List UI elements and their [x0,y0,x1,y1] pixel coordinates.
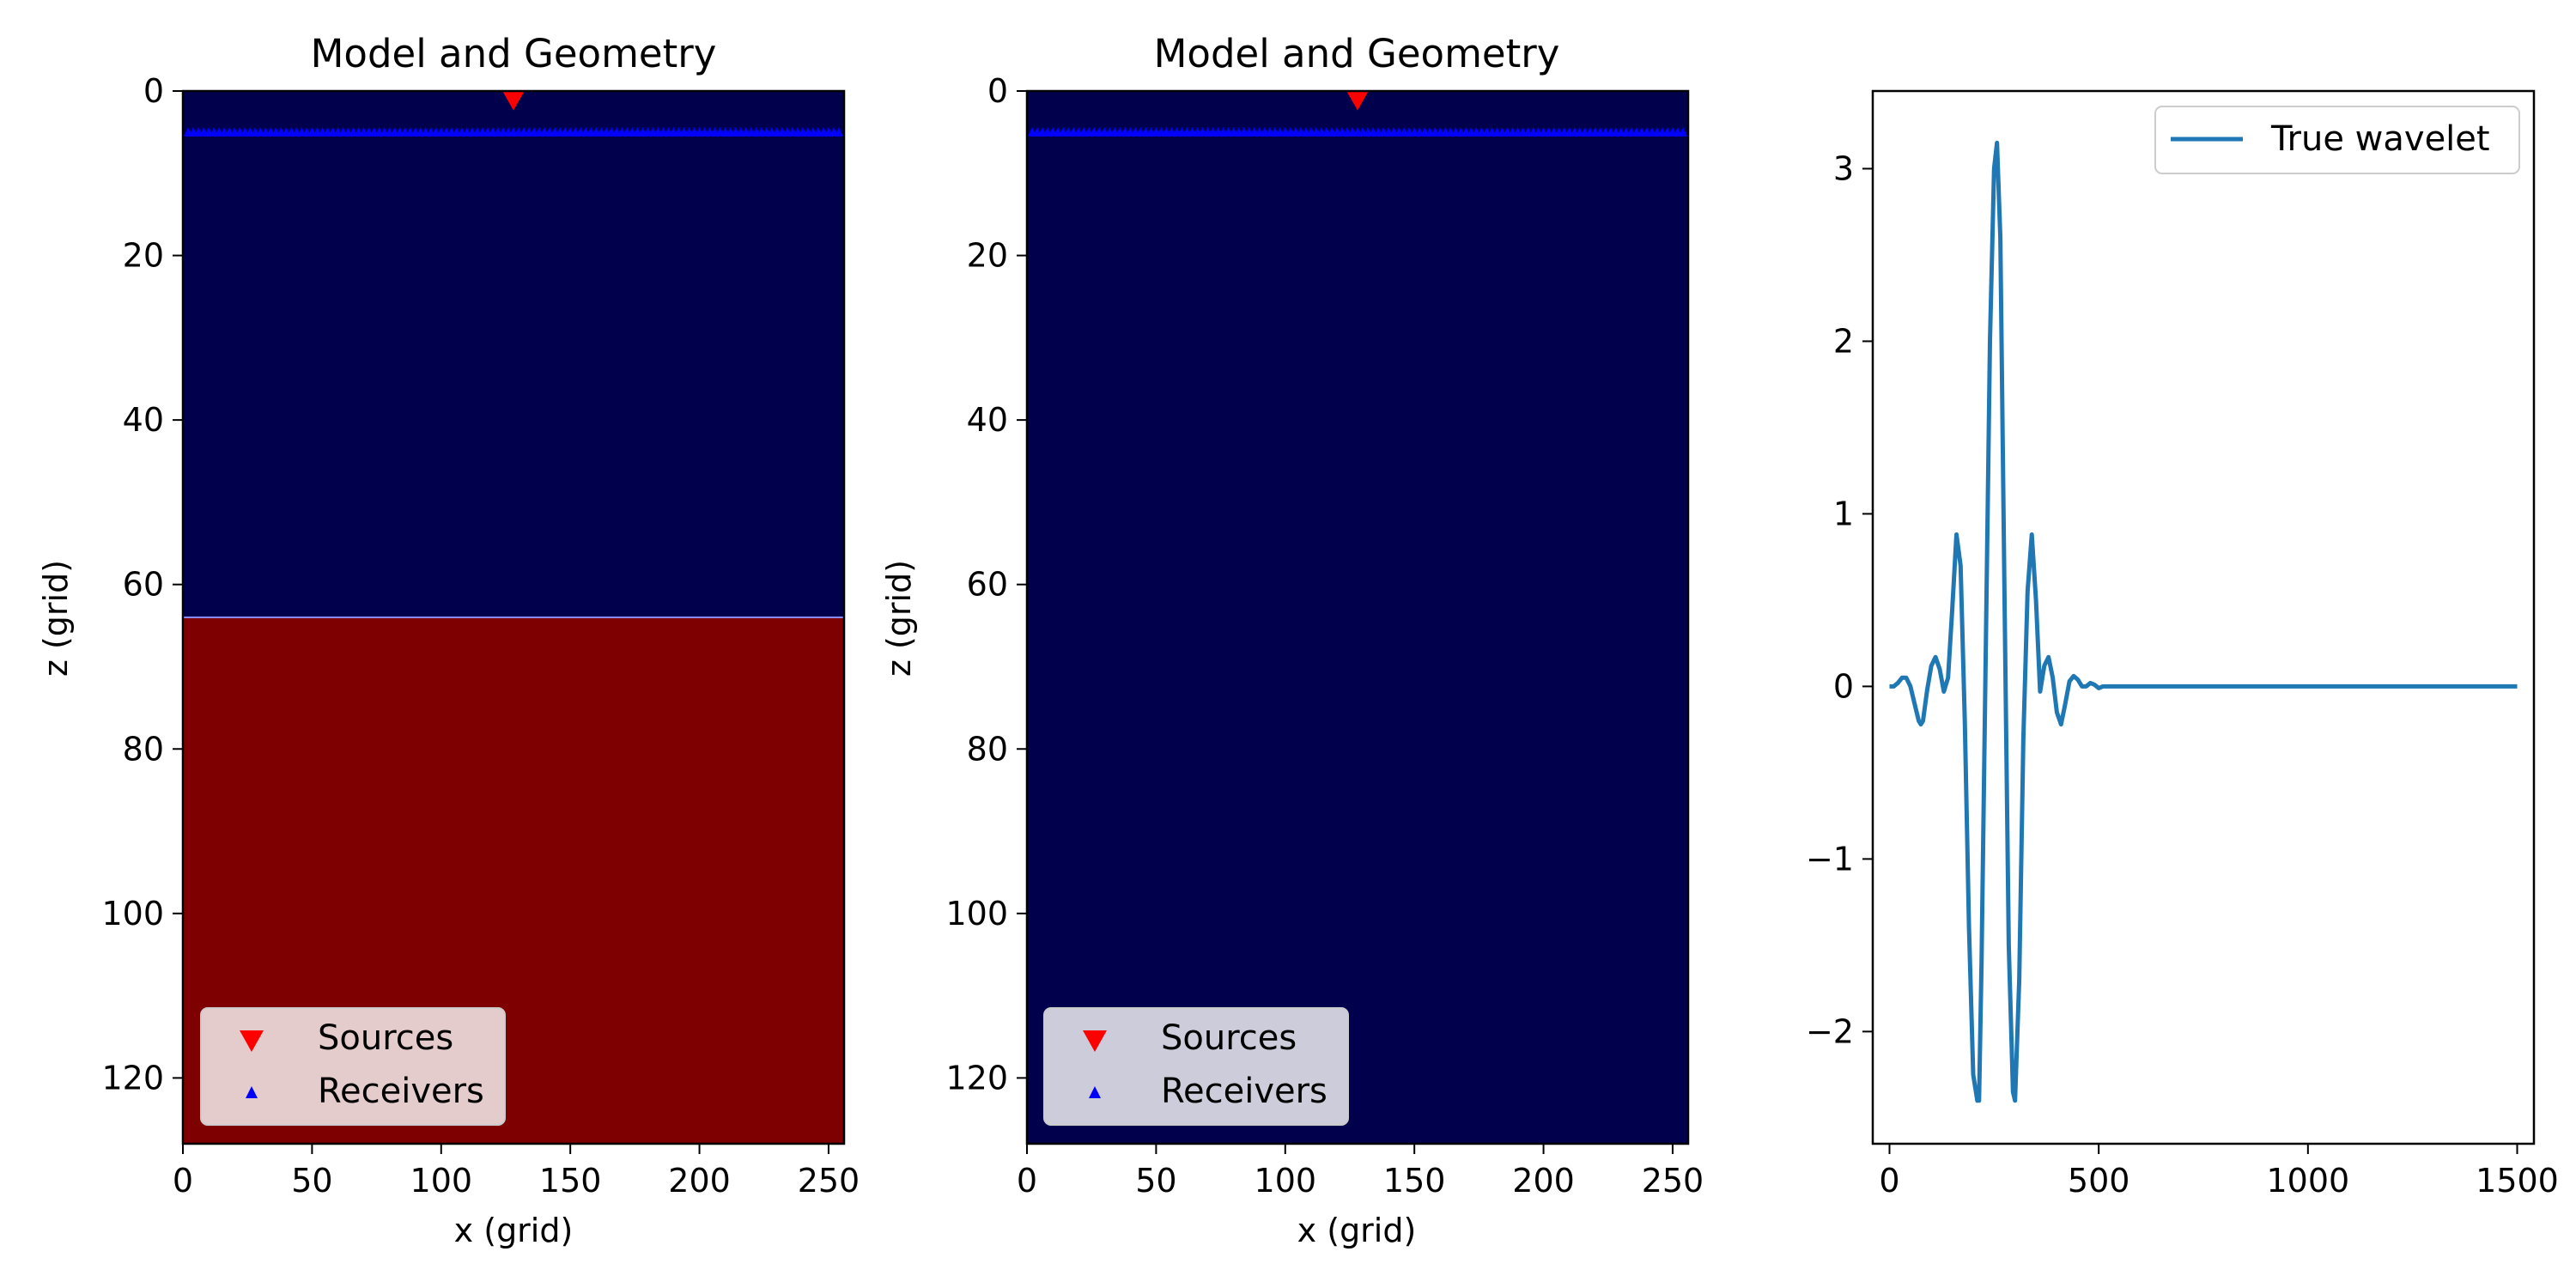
panel-2-legend: Sources Receivers [1043,1007,1349,1126]
x-tick-label: 250 [798,1162,860,1200]
panel-1-title: Model and Geometry [311,31,717,76]
legend-receivers-marker [246,1086,258,1098]
legend-sources-marker [240,1030,264,1052]
y-tick-label: 0 [143,72,164,110]
y-tick-label: 2 [1833,322,1854,360]
x-tick-label: 200 [668,1162,731,1200]
y-tick-label: −2 [1806,1012,1854,1050]
receiver-marker [834,126,843,137]
panel-1-x-axis-label: x (grid) [454,1212,574,1249]
panel-2-x-ticks: 0 50 100 150 200 250 [1017,1144,1704,1200]
panel-1-legend: Sources Receivers [200,1007,506,1126]
legend-sources-label: Sources [318,1018,453,1058]
y-tick-label: 120 [945,1059,1008,1097]
x-tick-label: 0 [1017,1162,1037,1200]
x-tick-label: 500 [2068,1162,2130,1200]
model-geometry-panel-1: Model and Geometry x (grid) z (grid) 0 50… [37,31,860,1249]
wavelet-panel: 0 500 1000 1500 −2 −1 0 1 2 3 True wavelet [1806,89,2559,1200]
x-tick-label: 50 [1135,1162,1176,1200]
x-tick-label: 250 [1642,1162,1704,1200]
x-tick-label: 1000 [2266,1162,2349,1200]
legend-sources-marker [1083,1030,1107,1052]
x-tick-label: 50 [291,1162,332,1200]
y-tick-label: 80 [123,730,164,768]
x-tick-label: 150 [1383,1162,1446,1200]
panel-2-y-ticks: 0 20 40 60 80 100 120 [945,72,1027,1097]
wavelet-x-ticks: 0 500 1000 1500 [1879,1144,2559,1200]
legend-true-wavelet-label: True wavelet [2270,119,2490,159]
wavelet-y-ticks: −2 −1 0 1 2 3 [1806,149,1873,1050]
legend-receivers-label: Receivers [318,1072,484,1111]
panel-2-model-layers [1027,91,1688,1144]
panel-1-model-layers [183,91,844,1144]
y-tick-label: 0 [1833,667,1854,705]
x-tick-label: 150 [539,1162,602,1200]
x-tick-label: 100 [1255,1162,1317,1200]
x-tick-label: 1500 [2476,1162,2559,1200]
y-tick-label: 80 [967,730,1008,768]
panel-1-y-axis-label: z (grid) [37,560,75,677]
y-tick-label: 40 [967,401,1008,439]
panel-2-legend-box [1043,1007,1349,1126]
y-tick-label: 120 [101,1059,164,1097]
y-tick-label: 3 [1833,149,1854,187]
y-tick-label: 40 [123,401,164,439]
y-tick-label: 1 [1833,495,1854,532]
panel-1-geometry-marks [184,90,843,137]
model-layer-1 [1027,91,1688,1144]
y-tick-label: 0 [987,72,1008,110]
y-tick-label: −1 [1806,840,1854,878]
wavelet-legend: True wavelet [2154,106,2520,174]
panel-2-frame [1025,89,1690,1145]
x-tick-label: 0 [1879,1162,1899,1200]
y-tick-label: 60 [123,566,164,604]
wavelet-legend-box [2154,106,2520,174]
y-tick-label: 20 [967,237,1008,275]
y-tick-label: 100 [945,895,1008,933]
panel-2-x-axis-label: x (grid) [1297,1212,1417,1249]
y-tick-label: 60 [967,566,1008,604]
y-tick-label: 100 [101,895,164,933]
legend-receivers-label: Receivers [1161,1072,1327,1111]
panel-1-x-ticks: 0 50 100 150 200 250 [173,1144,860,1200]
wavelet-panel-frame [1871,89,2536,1145]
x-tick-label: 100 [410,1162,473,1200]
panel-1-legend-box [200,1007,506,1126]
panel-2-y-axis-label: z (grid) [880,560,918,677]
panel-1-y-ticks: 0 20 40 60 80 100 120 [101,72,183,1097]
x-tick-label: 200 [1512,1162,1575,1200]
wavelet-series [1889,140,2518,1103]
true-wavelet-line [1889,140,2518,1103]
panel-2-title: Model and Geometry [1154,31,1560,76]
model-layer-1 [183,91,844,617]
source-marker [1346,90,1369,111]
receiver-marker [1678,126,1687,137]
model-geometry-panel-2: Model and Geometry x (grid) z (grid) 0 50… [880,31,1704,1249]
legend-sources-label: Sources [1161,1018,1297,1058]
x-tick-label: 0 [173,1162,193,1200]
legend-receivers-marker [1089,1086,1101,1098]
source-marker [502,90,525,111]
panel-2-geometry-marks [1028,90,1687,137]
panel-1-frame [181,89,846,1145]
y-tick-label: 20 [123,237,164,275]
